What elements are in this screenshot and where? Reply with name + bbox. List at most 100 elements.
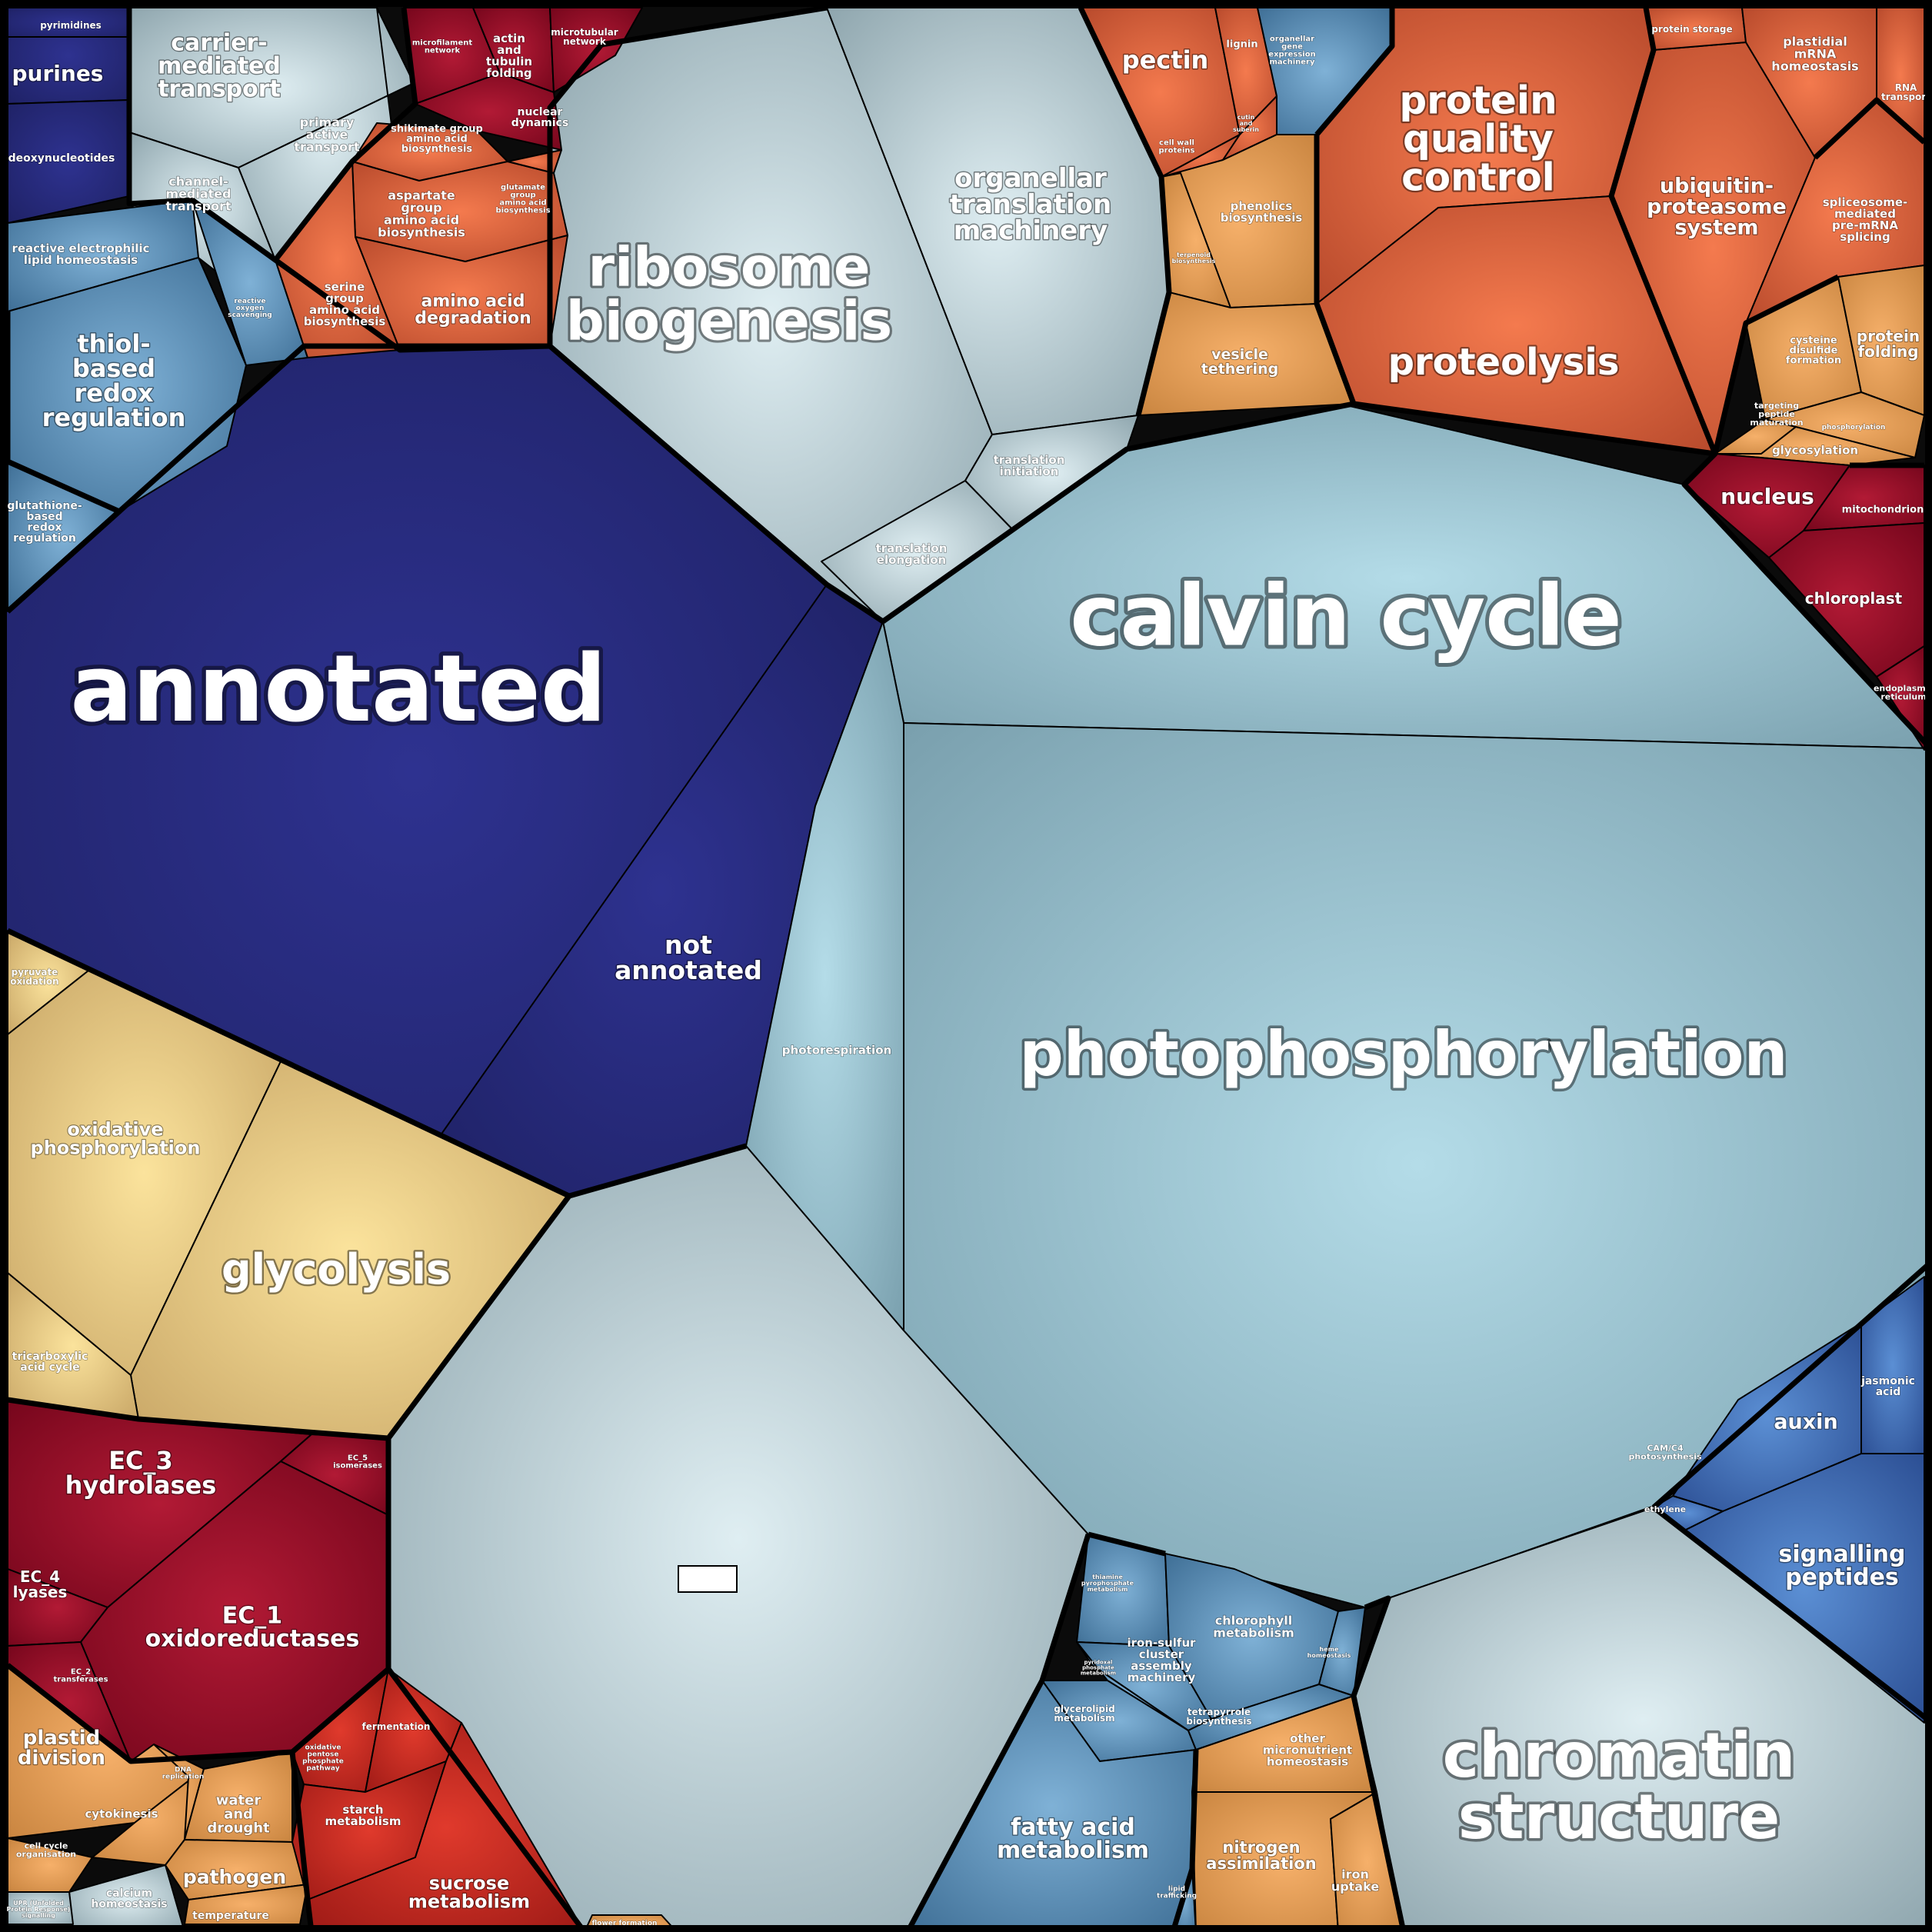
label-ec-5-isomerases: EC_5 isomerases xyxy=(333,1454,382,1471)
label-sucrose-metabolism: sucrose metabolism xyxy=(408,1872,530,1912)
label-deoxynucleotides: deoxynucleotides xyxy=(8,152,115,165)
label-nucleus: nucleus xyxy=(1720,484,1814,509)
label-pyrimidines: pyrimidines xyxy=(40,20,102,31)
label-calcium-homeostasis: calcium homeostasis xyxy=(91,1887,167,1910)
cell-chloroplast xyxy=(1768,522,1925,678)
label-glutamate-group-amino-acid-biosynthesis: glutamate group amino acid biosynthesis xyxy=(495,184,550,215)
label-ethylene: ethylene xyxy=(1644,1504,1686,1514)
label-aspartate-group-amino-acid-biosynthesis: aspartate group amino acid biosynthesis xyxy=(378,188,465,240)
label-plastid-division: plastid division xyxy=(18,1727,105,1770)
label-plastidial-mrna-homeostasis: plastidial mRNA homeostasis xyxy=(1771,35,1858,74)
group-border xyxy=(273,7,418,262)
group-border xyxy=(6,928,571,1199)
label-targeting-peptide-maturation: targeting peptide maturation xyxy=(1750,401,1803,428)
label-protein-storage: protein storage xyxy=(1651,24,1732,35)
group-border xyxy=(5,311,122,614)
label-dna-replication: DNA replication xyxy=(162,1767,205,1781)
label-mitochondrion: mitochondrion xyxy=(1842,505,1924,516)
label-tetrapyrrole-biosynthesis: tetrapyrrole biosynthesis xyxy=(1186,1707,1251,1727)
label-reactive-oxygen-scavenging: reactive oxygen scavenging xyxy=(228,298,272,319)
label-pathogen: pathogen xyxy=(183,1866,286,1888)
label-glycerolipid-metabolism: glycerolipid metabolism xyxy=(1054,1704,1114,1724)
label-translation-elongation: translation elongation xyxy=(876,541,948,567)
group-border xyxy=(289,1751,315,1932)
group-border xyxy=(1351,1595,1407,1932)
cell-iron-uptake xyxy=(1330,1791,1404,1932)
label-glycolysis: glycolysis xyxy=(222,1245,451,1294)
label-chromatin-structure: chromatin structure xyxy=(1443,1720,1796,1853)
label-pectin: pectin xyxy=(1122,45,1209,75)
label-cell-cycle-organisation: cell cycle organisation xyxy=(16,1840,76,1859)
cells-layer xyxy=(0,7,1932,1932)
label-rna-transport: RNA transport xyxy=(1881,82,1930,102)
label-ec-2-transferases: EC_2 transferases xyxy=(53,1668,108,1684)
group-border xyxy=(881,401,1932,752)
label-amino-acid-degradation: amino acid degradation xyxy=(415,292,531,328)
label-microfilament-network: microfilament network xyxy=(412,39,472,55)
label-thiol-based-redox-regulation: thiol-based redox regulation xyxy=(42,329,186,432)
label-annotated: annotated xyxy=(70,636,606,743)
label-thiamine-pyrophosphate-metabolism: thiamine pyrophosphate metabolism xyxy=(1081,1574,1134,1593)
label-lipid-trafficking: lipid trafficking xyxy=(1157,1886,1197,1900)
label-actin-and-tubulin-folding: actin and tubulin folding xyxy=(486,32,532,80)
label-fatty-acid-metabolism: fatty acid metabolism xyxy=(997,1814,1149,1864)
label-cysteine-disulfide-formation: cysteine disulfide formation xyxy=(1786,335,1841,367)
cell-phosphorylation xyxy=(1764,391,1925,458)
label-fermentation: fermentation xyxy=(362,1721,431,1732)
group-border xyxy=(1088,1531,1166,1557)
group-borders xyxy=(5,5,1932,1932)
label-photorespiration: photorespiration xyxy=(782,1043,891,1057)
group-border xyxy=(1712,274,1840,455)
label-ribosome-biogenesis: ribosome biogenesis xyxy=(566,236,892,353)
label-not-annotated: not annotated xyxy=(615,930,762,985)
group-border xyxy=(5,1663,391,1764)
cell-upr-unfolded-protein-response-signalling xyxy=(7,1891,74,1925)
label-placeholder-box xyxy=(678,1565,738,1593)
label-ubiquitin-proteasome-system: ubiquitin-proteasome system xyxy=(1647,174,1787,239)
label-cell-wall-proteins: cell wall proteins xyxy=(1158,139,1194,155)
label-chloroplast: chloroplast xyxy=(1805,589,1903,608)
label-channel-mediated-transport: channel-mediated transport xyxy=(165,175,232,214)
label-terpenoid-biosynthesis: terpenoid biosynthesis xyxy=(1172,251,1216,265)
label-spliceosome-mediated-pre-mrna-splicing: spliceosome-mediated pre-mRNA splicing xyxy=(1823,195,1908,244)
cell-tetrapyrrole-biosynthesis xyxy=(1188,1684,1354,1750)
label-water-and-drought: water and drought xyxy=(207,1792,270,1836)
cell-signalling-peptides xyxy=(1684,1453,1925,1724)
group-border xyxy=(1078,6,1172,416)
label-cutin-and-suberin: cutin and suberin xyxy=(1233,114,1259,133)
label-chlorophyll-metabolism: chlorophyll metabolism xyxy=(1213,1614,1294,1641)
label-reactive-electrophilic-lipid-homeostasis: reactive electrophilic lipid homeostasis xyxy=(12,242,149,267)
label-vesicle-tethering: vesicle tethering xyxy=(1201,346,1278,378)
label-oxidative-phosphorylation: oxidative phosphorylation xyxy=(31,1118,201,1158)
label-ec-3-hydrolases: EC_3 hydrolases xyxy=(65,1446,217,1500)
group-border xyxy=(547,5,828,346)
label-carrier-mediated-transport: carrier-mediated transport xyxy=(158,30,281,103)
group-border xyxy=(1813,97,1927,160)
label-temperature: temperature xyxy=(192,1910,269,1922)
label-ec-4-lyases: EC_4 lyases xyxy=(13,1567,68,1601)
label-proteolysis: proteolysis xyxy=(1388,341,1620,384)
group-border xyxy=(126,8,551,353)
label-nuclear-dynamics: nuclear dynamics xyxy=(511,106,569,129)
label-shikimate-group-amino-acid-biosynthesis: shikimate group amino acid biosynthesis xyxy=(391,124,483,155)
group-border xyxy=(1314,8,1395,137)
label-signalling-peptides: signalling peptides xyxy=(1779,1541,1906,1591)
label-lignin: lignin xyxy=(1226,39,1257,51)
label-serine-group-amino-acid-biosynthesis: serine group amino acid biosynthesis xyxy=(304,280,386,328)
label-organellar-gene-expression-machinery: organellar gene expression machinery xyxy=(1268,35,1315,67)
label-endoplasmic-reticulum: endoplasmic reticulum xyxy=(1874,683,1932,701)
label-upr-unfolded-protein-response-signalling: UPR (Unfolded Protein Response) signalling xyxy=(7,1900,71,1919)
group-border xyxy=(1651,1505,1932,1725)
cell-temperature xyxy=(184,1884,308,1925)
label-pyridoxal-phosphate-metabolism: pyridoxal phosphate metabolism xyxy=(1081,1659,1116,1676)
label-phosphorylation: phosphorylation xyxy=(1822,424,1886,431)
label-organellar-translation-machinery: organellar translation machinery xyxy=(950,163,1111,246)
label-cytokinesis: cytokinesis xyxy=(85,1807,158,1820)
group-border xyxy=(904,1533,1091,1932)
label-other-micronutrient-homeostasis: other micronutrient homeostasis xyxy=(1263,1731,1352,1768)
group-border xyxy=(1651,1259,1932,1510)
label-microtubular-network: microtubular network xyxy=(551,27,618,47)
label-nitrogen-assimilation: nitrogen assimilation xyxy=(1206,1838,1316,1873)
label-iron-uptake: iron uptake xyxy=(1331,1867,1380,1894)
